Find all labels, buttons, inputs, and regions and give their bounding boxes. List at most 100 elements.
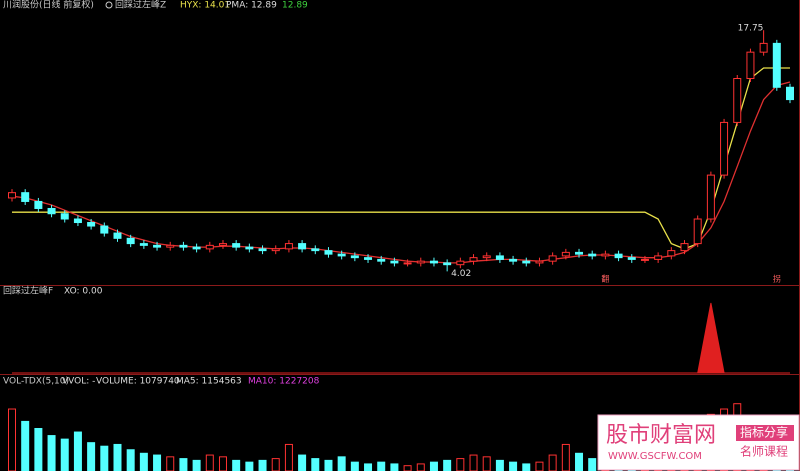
watermark-tag: 名师课程 [740, 444, 788, 459]
volume-bar [350, 461, 359, 471]
candle-body [73, 218, 82, 224]
candle-body [113, 232, 122, 239]
candle-body [232, 243, 241, 248]
candle-body [126, 237, 135, 245]
watermark-tag: 指标分享 [740, 425, 788, 440]
volume-bar [218, 456, 227, 471]
signal-area [12, 302, 790, 374]
volume-bar [561, 443, 570, 471]
volume-bar [34, 428, 43, 471]
volume-bar [47, 435, 56, 471]
candle-body [575, 251, 584, 255]
candle-body [100, 225, 109, 234]
volume-bar [139, 452, 148, 471]
candle-body [34, 200, 43, 209]
candle-body [429, 260, 438, 264]
candle-body [772, 42, 781, 88]
watermark: 股市财富网 指标分享 名师课程 WWW.GSCFW.COM [597, 414, 800, 471]
stock-title: 川润股份(日线 前复权) [3, 0, 94, 11]
volume-bar [588, 458, 597, 471]
candle-body [205, 244, 214, 250]
volume-bar [60, 438, 69, 471]
volume-bar [469, 454, 478, 471]
candle-body [284, 243, 293, 250]
candle-body [377, 258, 386, 262]
candle-body [482, 255, 491, 259]
candle-body [416, 260, 425, 264]
volume-bar [179, 458, 188, 471]
candle-body [87, 222, 96, 227]
volume-bar [509, 461, 518, 471]
volume-bar [456, 458, 465, 471]
legend-text: MA10: 1227208 [248, 377, 320, 387]
candle-body [495, 255, 504, 260]
volume-bar [166, 456, 175, 471]
volume-bar [245, 461, 254, 471]
volume-bar [403, 465, 412, 471]
volume-bar [271, 458, 280, 471]
legend-text: PMA: 12.89 [226, 1, 277, 11]
candle-body [693, 218, 702, 245]
panel-title: VOL-TDX(5,10) [3, 377, 69, 387]
candle-body [733, 78, 742, 123]
volume-bar [495, 459, 504, 471]
volume-bar [258, 459, 267, 471]
candle-body [443, 262, 452, 266]
candle-body [324, 250, 333, 255]
volume-bar [284, 443, 293, 471]
legend-text: VVOL: - [62, 377, 95, 387]
candle-body [588, 253, 597, 257]
candle-body [21, 192, 30, 202]
volume-bar [377, 461, 386, 471]
volume-bar [87, 442, 96, 471]
volume-bar [8, 408, 16, 471]
candle-body [614, 253, 623, 259]
volume-bar [113, 443, 122, 471]
signal-marker: 拐 [773, 274, 781, 284]
high-label: 17.75 [738, 24, 764, 34]
candle-body [786, 86, 794, 101]
volume-bar [522, 463, 531, 471]
candle-body [667, 250, 676, 257]
candle-body [364, 257, 373, 260]
volume-bar [324, 459, 333, 471]
volume-bar [153, 454, 162, 471]
candle-body [561, 251, 570, 257]
candle-body [746, 51, 755, 79]
volume-bar [390, 463, 399, 471]
volume-bar [337, 456, 346, 471]
candle-body [179, 244, 188, 248]
volume-bar [126, 449, 135, 471]
volume-bar [429, 461, 438, 471]
candle-body [627, 257, 636, 260]
candle-body [271, 248, 280, 252]
volume-bar [416, 463, 425, 471]
candle-body [456, 260, 465, 266]
candle-body [139, 243, 148, 246]
volume-bar [482, 456, 491, 471]
candle-body [8, 192, 16, 199]
candle-body [706, 174, 715, 220]
volume-bar [73, 431, 82, 471]
candle-body [218, 243, 227, 246]
candle-body [390, 260, 399, 264]
candle-body [601, 253, 610, 257]
candle-body [47, 207, 56, 215]
volume-bar [21, 420, 30, 471]
tag-box [736, 425, 794, 441]
watermark-box [597, 414, 800, 471]
legend-text: HYX: 14.01 [180, 1, 230, 11]
legend-text: XO: 0.00 [64, 287, 103, 297]
volume-bar [100, 445, 109, 471]
volume-bar [205, 454, 214, 471]
candle-body [192, 246, 201, 250]
indicator-name: 回踩过左峰Z [115, 0, 166, 11]
candle-body [60, 213, 69, 220]
candle-body [548, 255, 557, 262]
volume-bar [232, 459, 241, 471]
volume-bar [443, 459, 452, 471]
icon [105, 1, 113, 9]
price-line [12, 67, 790, 250]
legend-text: VOLUME: 1079740 [96, 377, 180, 387]
